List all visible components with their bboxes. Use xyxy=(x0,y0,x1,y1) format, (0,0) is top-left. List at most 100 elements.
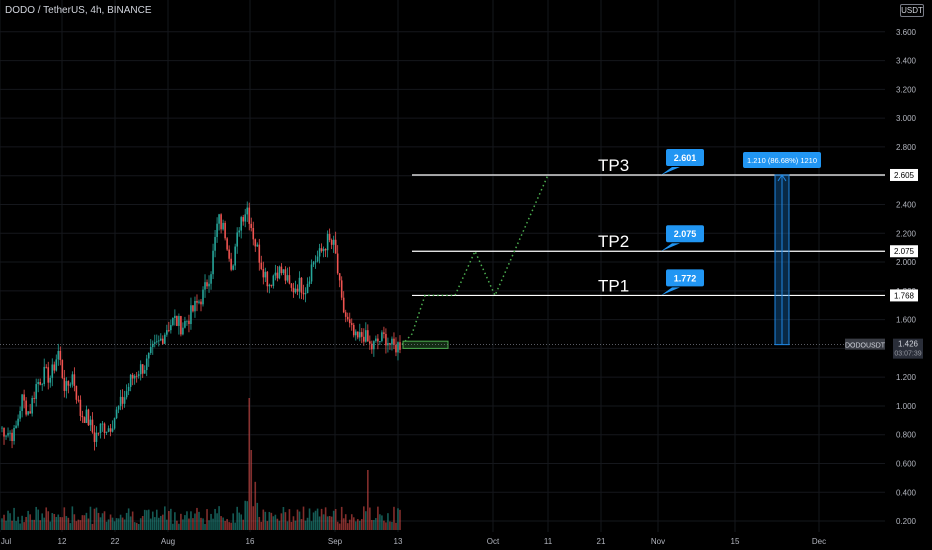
candle-body xyxy=(204,282,206,290)
volume-bar xyxy=(188,518,190,530)
candle-body xyxy=(109,428,112,432)
volume-bar xyxy=(196,507,198,530)
volume-bar xyxy=(111,517,114,530)
target-callout[interactable] xyxy=(666,225,704,243)
volume-bar xyxy=(107,519,110,530)
volume-bar xyxy=(9,513,11,530)
price-axis[interactable]: 3.6003.4003.2003.0002.8002.6002.4002.200… xyxy=(845,28,923,526)
x-tick-label: 11 xyxy=(544,537,553,546)
volume-bar xyxy=(393,506,395,530)
candle-body xyxy=(47,367,50,383)
candle-body xyxy=(258,244,261,263)
candle-body xyxy=(290,283,293,288)
volume-bar xyxy=(57,514,60,530)
volume-bar xyxy=(302,506,305,530)
volume-bar xyxy=(202,518,204,530)
volume-bar xyxy=(85,512,88,530)
y-tick-label: 1.200 xyxy=(896,373,917,382)
candle-body xyxy=(19,410,21,419)
candle-body xyxy=(242,217,245,222)
candle-body xyxy=(367,330,369,342)
target-label: TP1 xyxy=(598,276,629,295)
candle-body xyxy=(27,411,29,415)
candle-body xyxy=(379,341,381,342)
y-tick-label: 2.200 xyxy=(896,229,917,238)
volume-bar xyxy=(316,508,319,530)
volume-bar xyxy=(290,521,293,530)
y-tick-label: 0.400 xyxy=(896,488,917,497)
volume-bar xyxy=(383,520,385,530)
volume-bar xyxy=(218,506,220,530)
x-tick-label: Jul xyxy=(1,537,11,546)
volume-bar xyxy=(308,508,311,530)
x-tick-label: 22 xyxy=(111,537,120,546)
candle-body xyxy=(107,428,110,432)
candle-body xyxy=(15,425,17,428)
candle-body xyxy=(172,318,174,326)
projection-line[interactable] xyxy=(401,174,549,346)
candle-body xyxy=(387,343,389,346)
volume-bar xyxy=(45,507,48,530)
price-range-label: 1.210 (86.68%) 1210 xyxy=(747,156,817,165)
y-tick-label: 3.000 xyxy=(896,114,917,123)
volume-bar xyxy=(306,517,309,530)
candle-body xyxy=(292,287,295,293)
callout-pointer xyxy=(661,243,680,252)
volume-bar xyxy=(371,519,373,530)
candle-body xyxy=(340,280,343,298)
candle-body xyxy=(103,423,106,433)
volume-bar xyxy=(33,519,35,530)
volume-bar xyxy=(31,519,33,530)
time-axis[interactable]: Jul 12 22 Aug 16 Sep 13 Oct 11 21 Nov 15 Dec xyxy=(1,537,826,546)
volume-bar xyxy=(278,520,281,530)
volume-bar xyxy=(21,515,23,530)
candle-body xyxy=(226,238,228,250)
chart-grid xyxy=(0,0,885,532)
candle-body xyxy=(174,315,176,319)
candle-body xyxy=(304,293,307,295)
candle-body xyxy=(99,423,102,434)
volume-bar xyxy=(101,513,104,530)
volume-bar xyxy=(166,519,168,530)
volume-bar xyxy=(397,508,399,530)
candle-body xyxy=(210,274,212,284)
target-callout[interactable] xyxy=(666,269,704,287)
candle-body xyxy=(135,375,138,377)
volume-bar xyxy=(3,514,5,530)
candle-body xyxy=(224,222,226,239)
candle-body xyxy=(69,384,72,386)
current-price-value: 1.426 xyxy=(898,340,919,349)
candle-body xyxy=(194,300,196,312)
candle-body xyxy=(381,332,383,342)
candle-body xyxy=(33,398,35,399)
volume-bar xyxy=(168,510,170,530)
volume-bar xyxy=(228,522,230,530)
volume-bar xyxy=(89,506,92,530)
candle-body xyxy=(202,289,204,305)
candle-body xyxy=(330,240,333,245)
volume-bar xyxy=(238,512,240,530)
target-callout[interactable] xyxy=(666,148,704,166)
candle-body xyxy=(147,352,150,359)
candle-body xyxy=(356,331,359,338)
volume-bar xyxy=(149,518,152,530)
volume-bar xyxy=(310,521,313,530)
candle-body xyxy=(288,275,291,284)
candle-body xyxy=(87,409,90,426)
candle-body xyxy=(377,338,379,342)
volume-bar xyxy=(186,511,188,530)
current-price-badge xyxy=(893,338,923,359)
volume-bar xyxy=(95,507,98,530)
currency-badge[interactable]: USDT xyxy=(900,4,924,17)
candle-body xyxy=(45,366,48,368)
volume-bar xyxy=(274,514,277,530)
x-tick-label: 15 xyxy=(731,537,740,546)
candle-body xyxy=(162,338,164,344)
candle-body xyxy=(160,338,162,341)
target-axis-badge xyxy=(890,289,918,302)
volume-bar xyxy=(377,506,379,530)
volume-bar xyxy=(320,508,323,530)
candle-body xyxy=(7,433,9,436)
candle-body xyxy=(200,301,202,305)
